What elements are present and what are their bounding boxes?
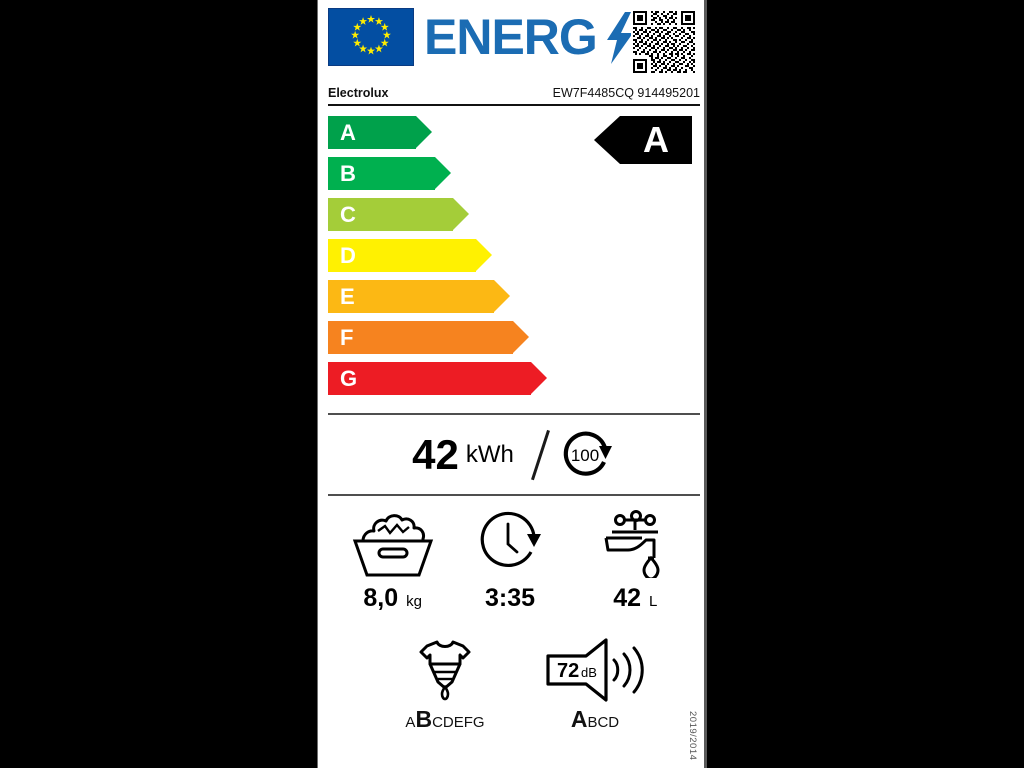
class-bar-body	[328, 321, 513, 354]
class-bar-tip	[434, 157, 451, 189]
clock-icon	[453, 508, 574, 578]
energy-class-bar-f: F	[328, 321, 529, 354]
tshirt-drip-icon	[370, 636, 520, 704]
spin-drying-class-scale: ABCDEFG	[370, 706, 520, 733]
class-bar-body	[328, 280, 495, 313]
energy-class-bar-a: A	[328, 116, 433, 149]
class-bar-letter: F	[340, 325, 354, 350]
class-bar-tip	[531, 362, 548, 394]
svg-text:100: 100	[571, 446, 599, 465]
regulation-reference: 2019/2014	[687, 710, 698, 760]
energy-class-bar-g: G	[328, 362, 548, 395]
energy-unit: kWh	[465, 441, 514, 468]
laundry-basket-icon	[332, 508, 453, 578]
class-bar-letter: D	[340, 243, 356, 268]
class-bar-tip	[453, 198, 470, 230]
water-value: 42	[613, 584, 642, 612]
eu-energy-label: ENERG	[317, 0, 707, 768]
eu-flag-icon	[328, 8, 414, 66]
duration-value: 3:35	[484, 584, 536, 612]
class-bar-body	[328, 198, 454, 231]
divider-bottom	[328, 494, 700, 496]
spin-drying-class-cell: ABCDEFG	[370, 636, 520, 742]
class-bar-shape: E	[328, 280, 511, 313]
energy-wordmark: ENERG	[424, 9, 598, 65]
spec-capacity: 8,0 kg	[332, 508, 453, 620]
class-bar-shape: D	[328, 239, 492, 272]
qr-code-icon[interactable]	[631, 9, 697, 75]
rated-arrow-body	[620, 116, 692, 164]
cycle-arrow-icon: 100	[558, 426, 616, 484]
lightning-bolt-icon	[603, 12, 635, 64]
class-bar-letter: A	[340, 120, 356, 145]
rated-class-letter: A	[643, 119, 669, 160]
energy-value: 42	[412, 431, 459, 478]
brand-row: Electrolux EW7F4485CQ 914495201	[328, 86, 700, 106]
class-bar-shape: F	[328, 321, 529, 354]
noise-class-selected: A	[570, 706, 588, 732]
water-unit: L	[649, 593, 658, 610]
class-bar-shape: B	[328, 157, 451, 190]
water-tap-icon	[575, 508, 696, 578]
class-bar-tip	[494, 280, 511, 312]
primary-specs-row: 8,0 kg 3:35	[332, 508, 696, 620]
energy-class-bar-b: B	[328, 157, 451, 190]
energy-consumption-band: 42 kWh 100	[328, 419, 700, 491]
class-bar-tip	[512, 321, 529, 353]
class-bar-body	[328, 116, 417, 149]
brand-name: Electrolux	[328, 86, 389, 100]
energy-class-bar-d: D	[328, 239, 492, 272]
noise-class-scale: ABCD	[520, 706, 670, 733]
capacity-unit: kg	[406, 593, 422, 610]
class-bar-letter: C	[340, 202, 356, 227]
spin-class-selected: B	[415, 706, 433, 732]
label-header: ENERG	[328, 6, 700, 76]
svg-text:dB: dB	[581, 665, 597, 680]
rated-arrow-tip	[594, 116, 620, 164]
spin-class-suffix: CDEFG	[432, 714, 485, 731]
class-bar-letter: B	[340, 161, 356, 186]
class-bar-body	[328, 157, 435, 190]
header-rule	[328, 104, 700, 106]
class-bar-tip	[416, 116, 433, 148]
speaker-icon: 72 dB	[520, 636, 670, 704]
energy-class-bar-c: C	[328, 198, 470, 231]
per-separator-icon	[528, 429, 554, 481]
noise-class-cell: 72 dB ABCD	[520, 636, 670, 742]
model-identifier: EW7F4485CQ 914495201	[552, 86, 700, 100]
spec-water: 42 L	[575, 508, 696, 620]
energy-class-bar-e: E	[328, 280, 511, 313]
spec-duration: 3:35	[453, 508, 574, 620]
class-bar-body	[328, 239, 476, 272]
spin-class-prefix: A	[405, 714, 416, 731]
svg-text:72: 72	[557, 660, 579, 682]
class-bar-letter: E	[340, 284, 355, 309]
secondary-classes-row: ABCDEFG 72 dB ABCD	[370, 636, 670, 742]
class-bar-shape: A	[328, 116, 433, 149]
class-bar-tip	[475, 239, 492, 271]
rated-class-arrow: A	[594, 116, 692, 164]
capacity-value: 8,0	[363, 584, 399, 612]
class-bar-shape: G	[328, 362, 548, 395]
class-bar-letter: G	[340, 366, 358, 391]
divider-top	[328, 413, 700, 415]
class-bar-shape: C	[328, 198, 470, 231]
noise-class-suffix: BCD	[587, 714, 620, 731]
class-bar-body	[328, 362, 532, 395]
